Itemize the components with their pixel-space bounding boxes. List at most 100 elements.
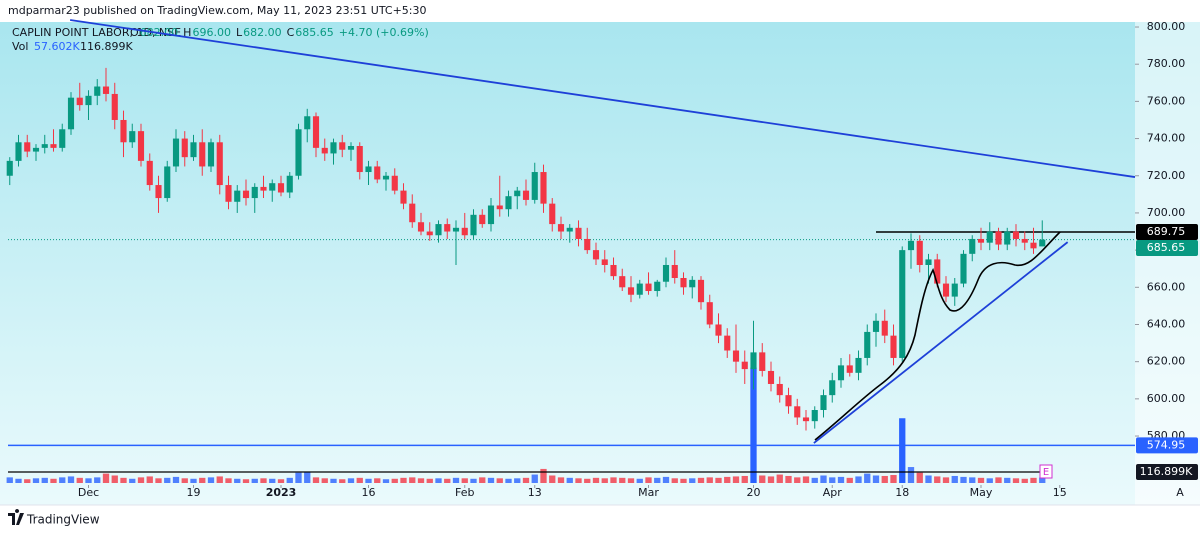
volume-bar bbox=[251, 478, 258, 483]
candle-body bbox=[356, 146, 363, 173]
volume-bar bbox=[890, 475, 897, 483]
candle-body bbox=[522, 190, 530, 200]
candle-body bbox=[732, 350, 740, 362]
volume-bar bbox=[960, 476, 967, 483]
volume-bar bbox=[330, 478, 337, 483]
candle-body bbox=[426, 231, 433, 236]
candle-body bbox=[24, 142, 31, 152]
candle-body bbox=[977, 238, 985, 243]
plot: 800.00780.00760.00740.00720.00700.00680.… bbox=[6, 19, 1200, 505]
candle-body bbox=[872, 320, 880, 332]
volume-bar bbox=[41, 477, 48, 483]
volume-bar bbox=[689, 478, 696, 483]
legend-key: O bbox=[130, 26, 139, 39]
volume-bar bbox=[400, 477, 407, 483]
y-tick-label: 660.00 bbox=[1147, 280, 1186, 293]
volume-bar bbox=[199, 477, 206, 483]
candle-body bbox=[846, 365, 853, 373]
candle-body bbox=[242, 190, 250, 199]
legend-key: L bbox=[236, 26, 243, 39]
volume-bar bbox=[172, 476, 180, 483]
volume-bar bbox=[741, 475, 748, 483]
event-marker[interactable]: E bbox=[1043, 467, 1049, 478]
event-marker-box[interactable] bbox=[1039, 464, 1053, 479]
candle-body bbox=[85, 95, 92, 106]
volume-bar bbox=[610, 477, 617, 483]
candle-body bbox=[470, 214, 477, 236]
candle-body bbox=[855, 357, 862, 373]
price-label-box bbox=[1136, 437, 1198, 454]
candle-body bbox=[566, 227, 573, 232]
volume-bar bbox=[129, 478, 136, 483]
volume-bar bbox=[479, 477, 486, 483]
chart-background bbox=[0, 22, 1200, 505]
candle-body bbox=[225, 185, 232, 202]
candle-body bbox=[50, 144, 57, 148]
candle-body bbox=[767, 370, 775, 384]
candle-body bbox=[269, 183, 276, 191]
candle-body bbox=[636, 283, 643, 295]
volume-bar bbox=[575, 478, 582, 483]
volume-bar bbox=[435, 478, 442, 483]
candle-body bbox=[610, 264, 617, 277]
brand: TradingView bbox=[26, 513, 100, 527]
candle-body bbox=[304, 116, 311, 130]
candle-body bbox=[67, 97, 75, 130]
volume-bar bbox=[487, 477, 495, 483]
candle-body bbox=[724, 335, 731, 351]
candle-body bbox=[514, 190, 521, 197]
candle-body bbox=[671, 264, 678, 279]
volume-bar bbox=[969, 477, 976, 483]
candle-body bbox=[444, 224, 451, 232]
volume-bar bbox=[592, 477, 600, 483]
candle-body bbox=[94, 86, 101, 96]
volume-bar bbox=[67, 476, 75, 483]
candle-body bbox=[759, 352, 766, 371]
candle-body bbox=[794, 406, 801, 418]
volume-bar bbox=[549, 475, 556, 483]
volume-bar bbox=[50, 478, 57, 483]
legend-value: 682.00 bbox=[243, 26, 282, 39]
candle-body bbox=[417, 222, 425, 232]
volume-bar bbox=[496, 478, 503, 483]
candle-body bbox=[995, 231, 1002, 245]
candle-body bbox=[715, 324, 722, 336]
scale-mode[interactable]: A bbox=[1176, 486, 1184, 499]
volume-bar bbox=[452, 477, 460, 483]
candle-body bbox=[32, 147, 40, 152]
volume-bar bbox=[977, 477, 985, 483]
volume-bar bbox=[855, 476, 862, 483]
volume-bar bbox=[242, 479, 250, 483]
volume-bar bbox=[461, 478, 468, 483]
candle-body bbox=[111, 93, 118, 120]
legend-key: C bbox=[287, 26, 295, 39]
volume-bar bbox=[759, 475, 766, 483]
candle-body bbox=[540, 172, 547, 204]
candle-body bbox=[461, 227, 468, 236]
candle-body bbox=[1004, 231, 1011, 245]
candle-body bbox=[549, 203, 556, 225]
candle-body bbox=[479, 214, 486, 225]
volume-bar bbox=[1030, 477, 1037, 483]
volume-bar bbox=[662, 476, 670, 483]
candle-body bbox=[216, 142, 223, 186]
legend-value: 696.00 bbox=[192, 26, 231, 39]
volume-bar bbox=[32, 478, 40, 483]
publisher: mdparmar23 published on TradingView.com,… bbox=[8, 4, 427, 17]
x-tick-label: 18 bbox=[895, 486, 909, 499]
x-tick-label: Dec bbox=[78, 486, 99, 499]
volume-bar bbox=[601, 478, 608, 483]
volume-bar bbox=[260, 478, 267, 483]
volume-bar bbox=[365, 478, 372, 483]
candle-body bbox=[277, 183, 285, 193]
candle-body bbox=[409, 203, 416, 223]
volume-bar bbox=[1004, 477, 1011, 483]
volume-bar bbox=[76, 477, 83, 483]
volume-bar bbox=[269, 478, 276, 483]
x-tick-label: 15 bbox=[1053, 486, 1067, 499]
x-tick-label: 13 bbox=[528, 486, 542, 499]
volume-bar bbox=[190, 478, 197, 483]
volume-bar bbox=[864, 473, 871, 483]
volume-bar bbox=[514, 478, 521, 483]
